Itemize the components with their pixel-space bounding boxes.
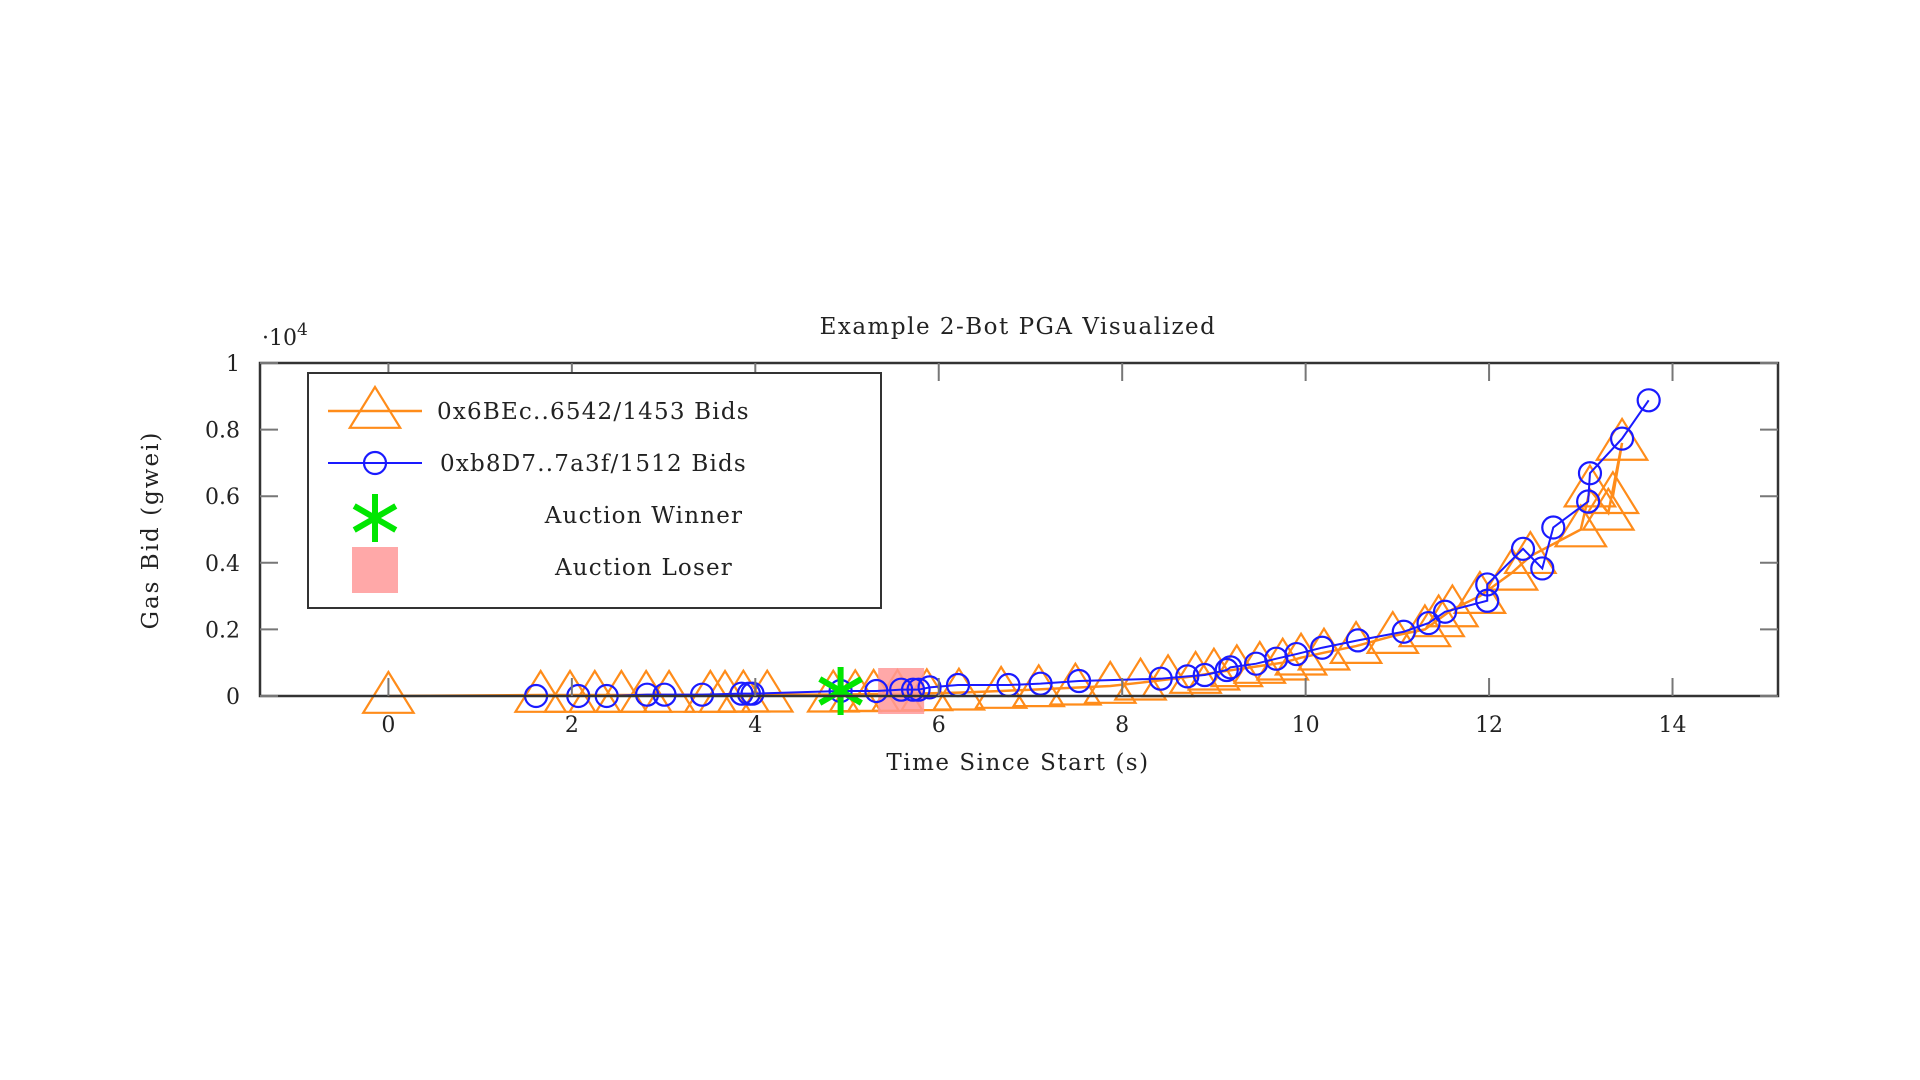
axis-ticks: 0 2 4 6 8 10 12 14 0 0.2 0.4 0.6 0.8 1 bbox=[205, 352, 1778, 738]
star-stroke bbox=[352, 503, 398, 533]
y-tick-label: 0.6 bbox=[205, 485, 240, 510]
series-1-point bbox=[361, 669, 416, 714]
legend-winner-marker bbox=[352, 494, 398, 542]
series-1-point bbox=[1365, 609, 1420, 654]
series-2-point bbox=[1577, 461, 1603, 486]
auction-winner-marker bbox=[818, 667, 863, 716]
series-2-line bbox=[536, 399, 1650, 697]
x-tick-label: 6 bbox=[932, 713, 946, 738]
y-axis-label: Gas Bid (gwei) bbox=[138, 431, 164, 630]
series-2-point bbox=[1541, 515, 1566, 540]
x-tick-label: 12 bbox=[1475, 713, 1503, 738]
series-2-point bbox=[1636, 388, 1661, 413]
star-stroke bbox=[818, 676, 863, 706]
series-1-point bbox=[1209, 643, 1265, 688]
series-2-point bbox=[1391, 619, 1416, 644]
series-1-point bbox=[1255, 636, 1310, 681]
series-1-point bbox=[1553, 503, 1608, 548]
legend-label-series-1: 0x6BEc..6542/1453 Bids bbox=[437, 399, 750, 425]
series-2-point bbox=[1609, 426, 1635, 451]
series-1-point bbox=[1048, 661, 1103, 706]
axes-frame bbox=[258, 361, 1780, 698]
legend-loser-marker bbox=[352, 547, 398, 593]
series-1-point bbox=[1503, 530, 1558, 575]
series-2-point bbox=[917, 675, 942, 700]
x-tick-label: 2 bbox=[565, 713, 579, 738]
series-2-point bbox=[1416, 610, 1441, 636]
series-2-point bbox=[652, 682, 677, 707]
series-1-point bbox=[513, 668, 568, 713]
series-2-point bbox=[1214, 657, 1239, 683]
y-tick-label: 1 bbox=[226, 352, 240, 377]
x-tick-label: 14 bbox=[1659, 713, 1687, 738]
series-2-point bbox=[1530, 556, 1555, 581]
legend-label-loser: Auction Loser bbox=[554, 555, 733, 581]
series-2-point bbox=[634, 682, 660, 707]
y-tick-label: 0 bbox=[226, 685, 240, 710]
series-2-point bbox=[1432, 599, 1458, 624]
series-1-point bbox=[567, 668, 622, 713]
series-2-point bbox=[1175, 664, 1200, 689]
series-2-point bbox=[1066, 668, 1092, 694]
legend-markers bbox=[328, 384, 422, 593]
y-tick-label: 0.8 bbox=[205, 419, 240, 444]
series-2-point bbox=[1310, 635, 1335, 660]
series-1-point bbox=[1452, 570, 1508, 615]
series-1-point bbox=[1585, 470, 1641, 515]
y-multiplier: ·104 bbox=[262, 320, 308, 351]
series-2-point bbox=[900, 677, 926, 702]
series-2-point bbox=[740, 681, 765, 706]
x-tick-label: 0 bbox=[381, 713, 395, 738]
series-2-point bbox=[1345, 628, 1371, 653]
series-1-point bbox=[1562, 463, 1618, 508]
legend-label-series-2: 0xb8D7..7a3f/1512 Bids bbox=[440, 451, 747, 477]
y-tick-label: 0.2 bbox=[205, 618, 240, 643]
legend-series-1-marker bbox=[347, 384, 403, 429]
series-2-point bbox=[1218, 655, 1243, 680]
series-2-point bbox=[1284, 641, 1309, 667]
x-axis-label: Time Since Start (s) bbox=[886, 750, 1149, 776]
series-1-point bbox=[1484, 546, 1540, 591]
chart-title: Example 2-Bot PGA Visualized bbox=[820, 314, 1217, 340]
series-1-point bbox=[973, 664, 1029, 709]
series-2-point bbox=[1475, 588, 1500, 613]
series-2-point bbox=[1510, 536, 1536, 561]
series-2-point bbox=[690, 682, 715, 707]
legend-series-2-marker bbox=[362, 450, 388, 476]
y-tick-label: 0.4 bbox=[205, 552, 240, 577]
series-2-point bbox=[1028, 671, 1053, 696]
series-2-point bbox=[1475, 572, 1500, 597]
series-1-point bbox=[1594, 416, 1650, 461]
x-tick-label: 4 bbox=[748, 713, 762, 738]
series-2-point bbox=[1576, 489, 1601, 514]
y-multiplier-base: ·10 bbox=[262, 326, 297, 351]
x-tick-label: 10 bbox=[1292, 713, 1320, 738]
series-1-point bbox=[1411, 593, 1466, 638]
series-2-point bbox=[1148, 666, 1173, 691]
y-multiplier-exponent: 4 bbox=[297, 320, 308, 340]
series-2-point bbox=[729, 681, 754, 706]
series-1-point bbox=[931, 666, 987, 711]
x-tick-label: 8 bbox=[1115, 713, 1129, 738]
series-2-point bbox=[889, 677, 914, 702]
legend-label-winner: Auction Winner bbox=[544, 503, 744, 529]
series-1-point bbox=[1232, 639, 1287, 684]
legend: 0x6BEc..6542/1453 Bids 0xb8D7..7a3f/1512… bbox=[307, 372, 882, 609]
series-2-point bbox=[864, 678, 889, 704]
series-2-point bbox=[906, 677, 931, 702]
series-1-point bbox=[1168, 649, 1223, 694]
